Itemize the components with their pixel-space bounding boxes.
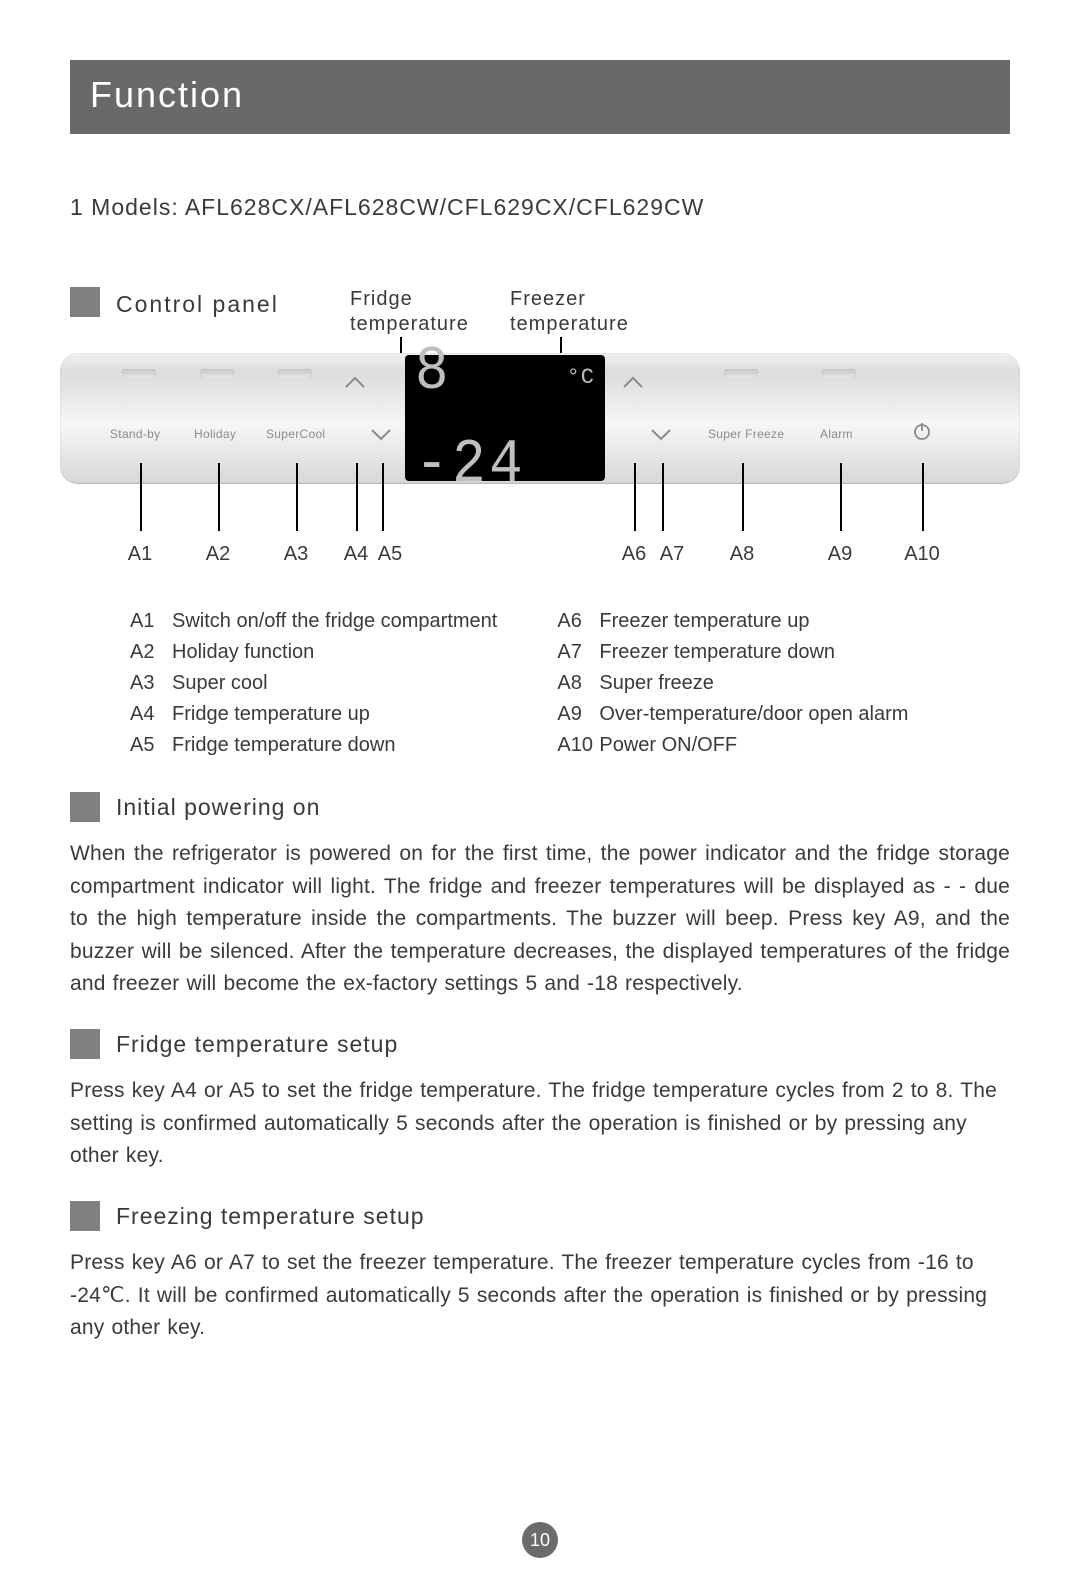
legend-text: Fridge temperature down (172, 731, 497, 760)
control-panel-title: Control panel (116, 287, 279, 322)
models-line: 1 Models: AFL628CX/AFL628CW/CFL629CX/CFL… (70, 190, 1010, 225)
legend-text: Power ON/OFF (599, 731, 908, 760)
callout-line (140, 463, 142, 531)
legend-text: Over-temperature/door open alarm (599, 700, 908, 729)
legend-text: Super cool (172, 669, 497, 698)
legend-text: Switch on/off the fridge compartment (172, 607, 497, 636)
callout-A7: A7 (660, 539, 684, 569)
callout-A4: A4 (344, 539, 368, 569)
bullet-icon (70, 1029, 100, 1059)
callout-line (634, 463, 636, 531)
callout-A2: A2 (206, 539, 230, 569)
bullet-icon (70, 792, 100, 822)
legend-key: A10 (557, 731, 599, 760)
legend-key: A3 (130, 669, 172, 698)
section-header: Function (70, 60, 1010, 134)
initial-powering-title: Initial powering on (116, 790, 320, 825)
fridge-setup-title: Fridge temperature setup (116, 1027, 398, 1062)
page-number: 10 (522, 1522, 558, 1558)
callout-line (840, 463, 842, 531)
legend-text: Fridge temperature up (172, 700, 497, 729)
callout-A3: A3 (284, 539, 308, 569)
callout-A9: A9 (828, 539, 852, 569)
legend-key: A8 (557, 669, 599, 698)
callout-line (382, 463, 384, 531)
callout-A10: A10 (904, 539, 940, 569)
legend-key: A2 (130, 638, 172, 667)
freeze-setup-body: Press key A6 or A7 to set the freezer te… (70, 1247, 1010, 1345)
freeze-setup-title: Freezing temperature setup (116, 1199, 425, 1234)
callout-A6: A6 (622, 539, 646, 569)
legend-key: A4 (130, 700, 172, 729)
legend-key: A1 (130, 607, 172, 636)
legend-text: Holiday function (172, 638, 497, 667)
control-panel-block: Control panel Fridgetemperature Freezert… (70, 287, 1010, 567)
callout-line (356, 463, 358, 531)
callouts: A1 A2 A3 A4 A5 A6 A7 A8 A9 A10 (60, 353, 1020, 567)
fridge-setup-body: Press key A4 or A5 to set the fridge tem… (70, 1075, 1010, 1173)
initial-powering-body: When the refrigerator is powered on for … (70, 838, 1010, 1001)
bullet-icon (70, 1201, 100, 1231)
legend-key: A6 (557, 607, 599, 636)
legend-text: Freezer temperature up (599, 607, 908, 636)
callout-legend: A1Switch on/off the fridge compartmentA2… (130, 607, 1010, 760)
legend-text: Freezer temperature down (599, 638, 908, 667)
legend-text: Super freeze (599, 669, 908, 698)
callout-line (296, 463, 298, 531)
bullet-icon (70, 287, 100, 317)
callout-line (218, 463, 220, 531)
callout-A8: A8 (730, 539, 754, 569)
callout-A1: A1 (128, 539, 152, 569)
callout-A5: A5 (378, 539, 402, 569)
legend-key: A9 (557, 700, 599, 729)
callout-line (922, 463, 924, 531)
callout-line (742, 463, 744, 531)
legend-key: A5 (130, 731, 172, 760)
legend-key: A7 (557, 638, 599, 667)
callout-line (662, 463, 664, 531)
